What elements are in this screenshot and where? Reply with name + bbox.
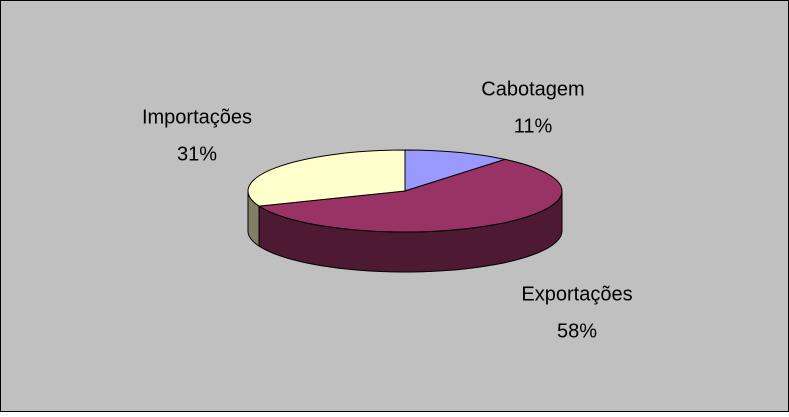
category-label: Cabotagem xyxy=(481,78,584,100)
pie-slice xyxy=(247,149,406,207)
category-label: Importações xyxy=(142,106,252,128)
pie-slice xyxy=(404,149,508,192)
value-label: 58% xyxy=(557,320,597,342)
category-label: Exportações xyxy=(521,283,632,305)
pie-slice xyxy=(257,158,563,233)
data-labels: Cabotagem 11% Exportações 58% Importações 31% xyxy=(142,78,633,342)
pie-tops xyxy=(247,149,563,233)
value-label: 11% xyxy=(514,115,553,137)
value-label: 31% xyxy=(177,143,217,165)
